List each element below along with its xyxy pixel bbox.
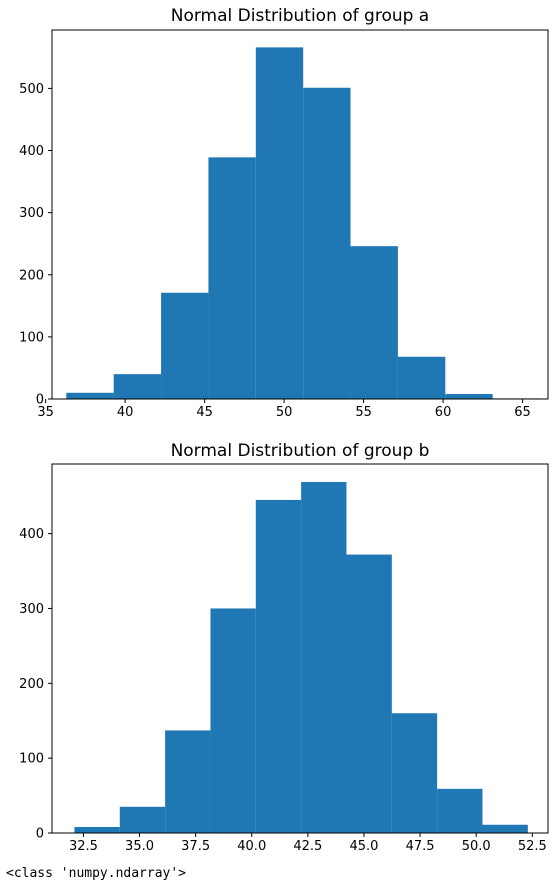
y-tick-label: 200 (19, 268, 44, 283)
x-tick-label: 35.0 (125, 839, 154, 854)
histogram-bar (255, 47, 304, 399)
chart-title: Normal Distribution of group a (171, 6, 429, 26)
cell-output-text: <class 'numpy.ndarray'> (6, 866, 187, 881)
x-tick-label: 55 (355, 405, 372, 420)
y-tick-label: 500 (19, 82, 44, 97)
x-tick-label: 37.5 (181, 839, 210, 854)
x-tick-label: 32.5 (69, 839, 98, 854)
y-tick-label: 0 (36, 827, 44, 842)
histogram-bar (66, 392, 114, 399)
histogram-bar (74, 827, 120, 833)
histogram-bar (119, 806, 166, 833)
histogram-bar (208, 157, 256, 399)
figure: 35 40 45 50 55 60 65 0 100 200 300 400 500 Normal Dis… (19, 6, 549, 854)
x-tick-label: 42.5 (293, 839, 322, 854)
y-tick-label: 100 (19, 330, 44, 345)
histogram-bar (391, 713, 438, 833)
x-tick-label: 60 (435, 405, 452, 420)
x-tick-label: 65 (514, 405, 531, 420)
histogram-bar (210, 608, 256, 833)
histogram-bar (301, 481, 347, 833)
histogram-bar (165, 730, 211, 833)
x-tick-label: 50.0 (462, 839, 491, 854)
histogram-bar (437, 788, 483, 833)
histogram-bar (445, 394, 493, 399)
histogram-bar (255, 499, 302, 833)
x-tick-label: 50 (276, 405, 293, 420)
x-tick-label: 35 (37, 405, 54, 420)
histogram-bar (482, 824, 528, 833)
y-tick-label: 400 (19, 527, 44, 542)
axes-frame (51, 463, 549, 834)
histogram-bar (113, 374, 162, 399)
y-tick-label: 100 (19, 752, 44, 767)
histogram-bar (303, 87, 351, 400)
x-tick-label: 45 (196, 405, 213, 420)
x-tick-label: 52.5 (518, 839, 547, 854)
y-tick-label: 0 (36, 393, 44, 408)
y-tick-label: 300 (19, 206, 44, 221)
x-tick-label: 47.5 (406, 839, 435, 854)
y-tick-label: 300 (19, 602, 44, 617)
histogram-panel-2: 32.5 35.0 37.5 40.0 42.5 45.0 47.5 50.0 52.5 0 100… (19, 441, 549, 854)
y-tick-label: 200 (19, 677, 44, 692)
x-tick-label: 40 (117, 405, 134, 420)
histogram-bar (350, 246, 398, 399)
histogram-bar (397, 356, 446, 399)
x-tick-label: 40.0 (237, 839, 266, 854)
chart-title: Normal Distribution of group b (171, 441, 430, 461)
y-tick-label: 400 (19, 144, 44, 159)
histogram-bar (161, 292, 209, 399)
histogram-bar (346, 554, 392, 833)
histogram-panel-1: 35 40 45 50 55 60 65 0 100 200 300 400 500 Normal Dis… (19, 6, 549, 420)
x-tick-label: 45.0 (349, 839, 378, 854)
axes-frame (51, 29, 549, 400)
